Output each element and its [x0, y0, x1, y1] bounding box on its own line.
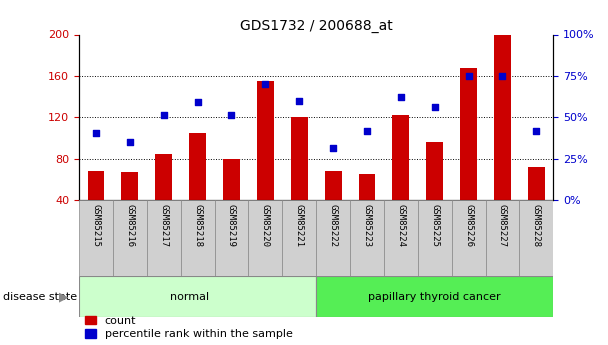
Text: GSM85215: GSM85215 [91, 204, 100, 247]
Point [464, 73, 474, 79]
Point [159, 112, 168, 118]
Bar [359, 174, 375, 200]
FancyBboxPatch shape [282, 200, 316, 276]
Text: GSM85228: GSM85228 [532, 204, 541, 247]
FancyBboxPatch shape [486, 200, 519, 276]
Text: GSM85227: GSM85227 [498, 204, 507, 247]
Legend: count, percentile rank within the sample: count, percentile rank within the sample [85, 316, 292, 339]
FancyBboxPatch shape [316, 200, 350, 276]
Point [531, 128, 541, 134]
Text: GSM85220: GSM85220 [261, 204, 270, 247]
FancyBboxPatch shape [350, 200, 384, 276]
Text: GSM85221: GSM85221 [295, 204, 304, 247]
Text: GSM85223: GSM85223 [362, 204, 371, 247]
Point [430, 104, 440, 110]
FancyBboxPatch shape [147, 200, 181, 276]
Bar [189, 133, 206, 200]
Point [91, 130, 101, 136]
Bar [122, 172, 138, 200]
Text: GSM85217: GSM85217 [159, 204, 168, 247]
FancyBboxPatch shape [384, 200, 418, 276]
FancyBboxPatch shape [418, 200, 452, 276]
Text: ▶: ▶ [59, 290, 69, 303]
Title: GDS1732 / 200688_at: GDS1732 / 200688_at [240, 19, 393, 33]
Bar [426, 142, 443, 200]
Bar [325, 171, 342, 200]
Bar [494, 34, 511, 200]
Bar [392, 115, 409, 200]
FancyBboxPatch shape [113, 200, 147, 276]
Point [497, 73, 507, 79]
Text: GSM85222: GSM85222 [328, 204, 337, 247]
FancyBboxPatch shape [181, 200, 215, 276]
Text: GSM85216: GSM85216 [125, 204, 134, 247]
FancyBboxPatch shape [316, 276, 553, 317]
Text: GSM85224: GSM85224 [396, 204, 406, 247]
FancyBboxPatch shape [249, 200, 282, 276]
Point [193, 99, 202, 105]
FancyBboxPatch shape [519, 200, 553, 276]
Text: GSM85225: GSM85225 [430, 204, 439, 247]
Bar [155, 154, 172, 200]
Text: GSM85218: GSM85218 [193, 204, 202, 247]
Bar [291, 117, 308, 200]
Bar [223, 159, 240, 200]
Text: GSM85226: GSM85226 [464, 204, 473, 247]
FancyBboxPatch shape [215, 200, 249, 276]
Text: papillary thyroid cancer: papillary thyroid cancer [368, 292, 501, 302]
Point [260, 81, 270, 87]
Point [328, 146, 338, 151]
Point [396, 94, 406, 99]
Bar [460, 68, 477, 200]
Point [125, 139, 135, 145]
FancyBboxPatch shape [79, 276, 316, 317]
FancyBboxPatch shape [79, 200, 113, 276]
Bar [257, 81, 274, 200]
Text: normal: normal [170, 292, 209, 302]
Bar [88, 171, 105, 200]
Point [294, 98, 304, 104]
Text: GSM85219: GSM85219 [227, 204, 236, 247]
FancyBboxPatch shape [452, 200, 486, 276]
Point [362, 128, 372, 134]
Text: disease state: disease state [3, 292, 77, 302]
Bar [528, 167, 545, 200]
Point [227, 112, 237, 118]
